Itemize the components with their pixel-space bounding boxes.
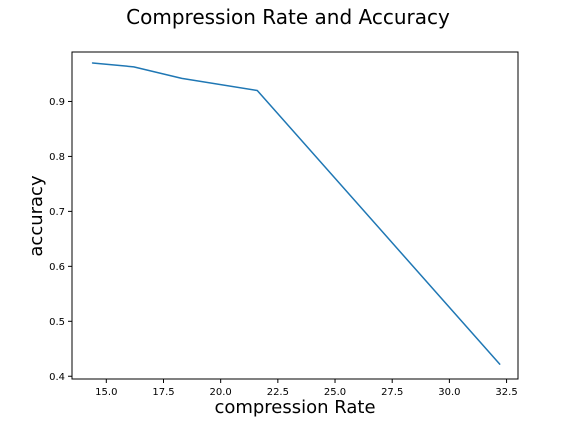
y-tick-label: 0.4	[49, 372, 65, 383]
x-tick-label: 27.5	[381, 387, 403, 398]
y-tick-label: 0.7	[49, 207, 65, 218]
x-tick-label: 15.0	[95, 387, 117, 398]
x-tick-label: 32.5	[495, 387, 517, 398]
x-axis-ticks: 15.0 17.5 20.0 22.5 25.0 27.5 30.0 32.5	[95, 379, 518, 398]
y-tick-label: 0.8	[49, 152, 65, 163]
y-tick-label: 0.9	[49, 97, 65, 108]
y-axis-label: accuracy	[26, 175, 47, 257]
chart-title: Compression Rate and Accuracy	[126, 5, 450, 29]
plot-area	[72, 52, 518, 379]
x-tick-label: 30.0	[438, 387, 460, 398]
y-tick-label: 0.6	[49, 262, 65, 273]
y-tick-label: 0.5	[49, 317, 65, 328]
x-axis-label: compression Rate	[214, 397, 375, 418]
y-axis-ticks: 0.4 0.5 0.6 0.7 0.8 0.9	[49, 97, 72, 383]
x-tick-label: 17.5	[152, 387, 174, 398]
